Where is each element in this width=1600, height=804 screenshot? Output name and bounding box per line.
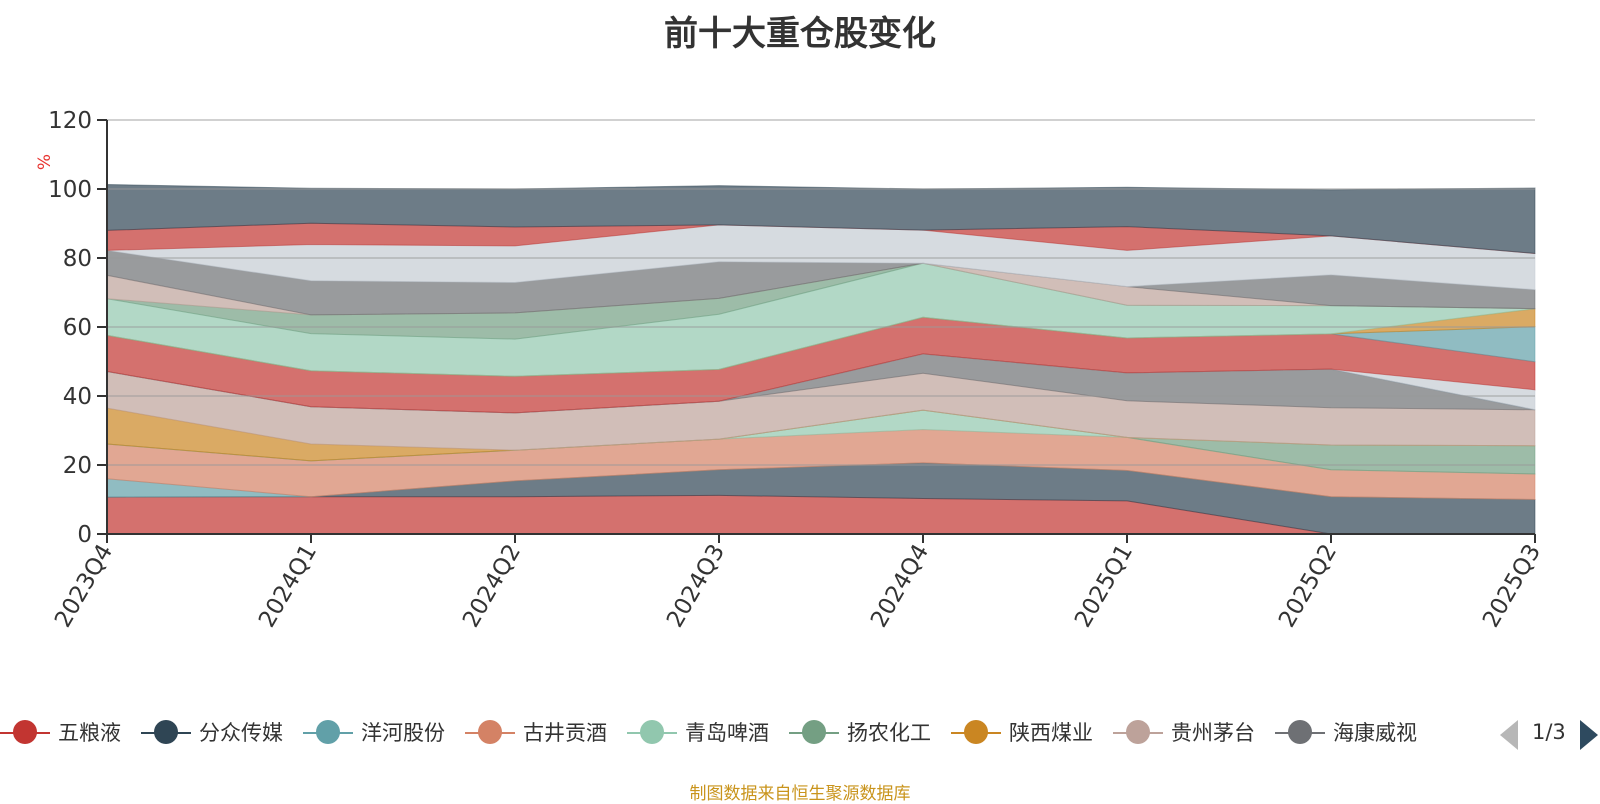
legend-prev-page-icon[interactable]	[1500, 720, 1518, 750]
legend-marker-icon	[1113, 712, 1163, 752]
x-tick-label: 2024Q1	[254, 540, 322, 632]
legend-page-indicator: 1/3	[1532, 720, 1566, 744]
legend-pager: 1/3	[1500, 720, 1600, 750]
y-tick-label: 100	[48, 177, 92, 203]
y-tick-label: 80	[63, 246, 92, 272]
x-tick-label: 2024Q4	[866, 540, 934, 632]
legend-label: 贵州茅台	[1171, 721, 1255, 745]
legend-item-3[interactable]: 洋河股份	[303, 712, 445, 752]
x-tick-label: 2023Q4	[50, 540, 118, 632]
y-tick-label: 60	[63, 315, 92, 341]
x-tick-label: 2024Q2	[458, 540, 526, 632]
legend-marker-icon	[1275, 712, 1325, 752]
legend-label: 扬农化工	[847, 721, 931, 745]
legend-next-page-icon[interactable]	[1580, 720, 1598, 750]
legend: 五粮液 分众传媒 洋河股份 古井贡酒 青岛啤酒 扬农化工 陕西煤业 贵州茅台 海康威视	[0, 712, 1600, 752]
area-series-21	[106, 183, 1536, 255]
legend-label: 海康威视	[1333, 721, 1417, 745]
x-tick-label: 2025Q1	[1070, 540, 1138, 632]
y-tick-label: 0	[77, 522, 92, 548]
legend-item-4[interactable]: 古井贡酒	[465, 712, 607, 752]
y-tick-label: 40	[63, 384, 92, 410]
y-tick-label: 20	[63, 453, 92, 479]
legend-label: 青岛啤酒	[685, 721, 769, 745]
x-tick-label: 2025Q2	[1274, 540, 1342, 632]
legend-marker-icon	[303, 712, 353, 752]
chart-title: 前十大重仓股变化	[664, 14, 936, 54]
legend-item-6[interactable]: 扬农化工	[789, 712, 931, 752]
legend-items: 五粮液 分众传媒 洋河股份 古井贡酒 青岛啤酒 扬农化工 陕西煤业 贵州茅台 海康威视	[0, 712, 1480, 752]
legend-label: 洋河股份	[361, 721, 445, 745]
legend-marker-icon	[0, 712, 50, 752]
source-note: 制图数据来自恒生聚源数据库	[689, 784, 911, 804]
legend-marker-icon	[465, 712, 515, 752]
legend-item-1[interactable]: 五粮液	[0, 712, 121, 752]
legend-marker-icon	[789, 712, 839, 752]
legend-label: 陕西煤业	[1009, 721, 1093, 745]
legend-item-7[interactable]: 陕西煤业	[951, 712, 1093, 752]
legend-item-5[interactable]: 青岛啤酒	[627, 712, 769, 752]
legend-item-2[interactable]: 分众传媒	[141, 712, 283, 752]
legend-label: 古井贡酒	[523, 721, 607, 745]
legend-marker-icon	[951, 712, 1001, 752]
legend-marker-icon	[627, 712, 677, 752]
legend-label: 分众传媒	[199, 721, 283, 745]
y-axis-label: %	[35, 154, 55, 170]
legend-label: 五粮液	[58, 721, 121, 745]
legend-item-9[interactable]: 海康威视	[1275, 712, 1417, 752]
legend-marker-icon	[141, 712, 191, 752]
legend-item-8[interactable]: 贵州茅台	[1113, 712, 1255, 752]
x-tick-label: 2024Q3	[662, 540, 730, 632]
y-tick-label: 120	[48, 108, 92, 134]
x-tick-label: 2025Q3	[1478, 540, 1546, 632]
